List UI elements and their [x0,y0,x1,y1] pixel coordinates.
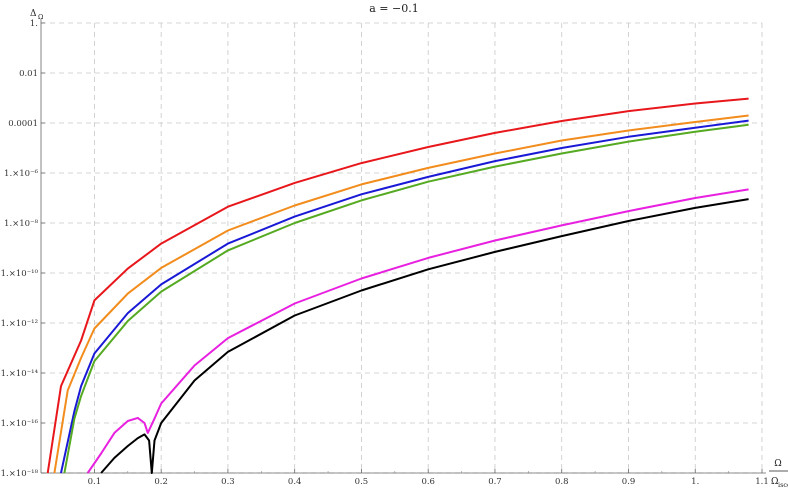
x-tick-label-5: 0.6 [421,477,435,487]
y-tick-label-7: 1.×10⁻¹⁴ [1,369,39,379]
series-line-1 [53,114,749,474]
y-tick-label-4: 1.×10⁻⁸ [4,219,39,229]
x-tick-label-7: 0.8 [555,477,569,487]
x-tick-label-2: 0.3 [221,477,235,487]
y-axis-label-sub: Ω [38,13,43,21]
x-tick-label-6: 0.7 [488,477,502,487]
x-tick-label-1: 0.2 [154,477,168,487]
axes: 0.1 0.2 0.3 0.4 0.5 0.6 0.7 0.8 0.9 1. 1.1 1. 0.01 0.… [1,19,769,487]
x-axis-label-denominator-sub: isco [778,481,788,489]
y-axis-label: Δ Ω [30,9,43,21]
series-line-4 [86,188,749,474]
y-tick-label-6: 1.×10⁻¹² [1,319,38,329]
series-line-0 [46,97,749,474]
y-tick-label-8: 1.×10⁻¹⁶ [1,419,39,429]
y-tick-label-1: 0.01 [19,69,38,79]
x-axis-label-denominator: Ω [771,477,778,487]
x-tick-label-0: 0.1 [88,477,102,487]
x-tick-label-10: 1.1 [755,477,769,487]
x-tick-label-8: 0.9 [622,477,636,487]
series-line-2 [60,119,749,474]
x-tick-label-4: 0.5 [355,477,369,487]
y-tick-label-9: 1.×10⁻¹⁸ [1,469,39,479]
x-tick-label-9: 1. [691,477,699,487]
x-tick-label-3: 0.4 [288,477,302,487]
y-tick-label-5: 1.×10⁻¹⁰ [1,269,39,279]
series-line-3 [63,123,749,474]
y-axis-label-main: Δ [30,9,37,19]
grid [41,22,763,474]
series-line-5 [100,198,749,474]
y-tick-label-0: 1. [30,19,38,29]
y-tick-label-2: 0.0001 [8,119,38,129]
chart-title: a = −0.1 [369,2,418,15]
x-axis-label: Ω Ω isco [769,459,788,489]
y-tick-label-3: 1.×10⁻⁶ [4,169,39,179]
x-axis-label-numerator: Ω [774,459,781,469]
series-group [46,97,749,474]
